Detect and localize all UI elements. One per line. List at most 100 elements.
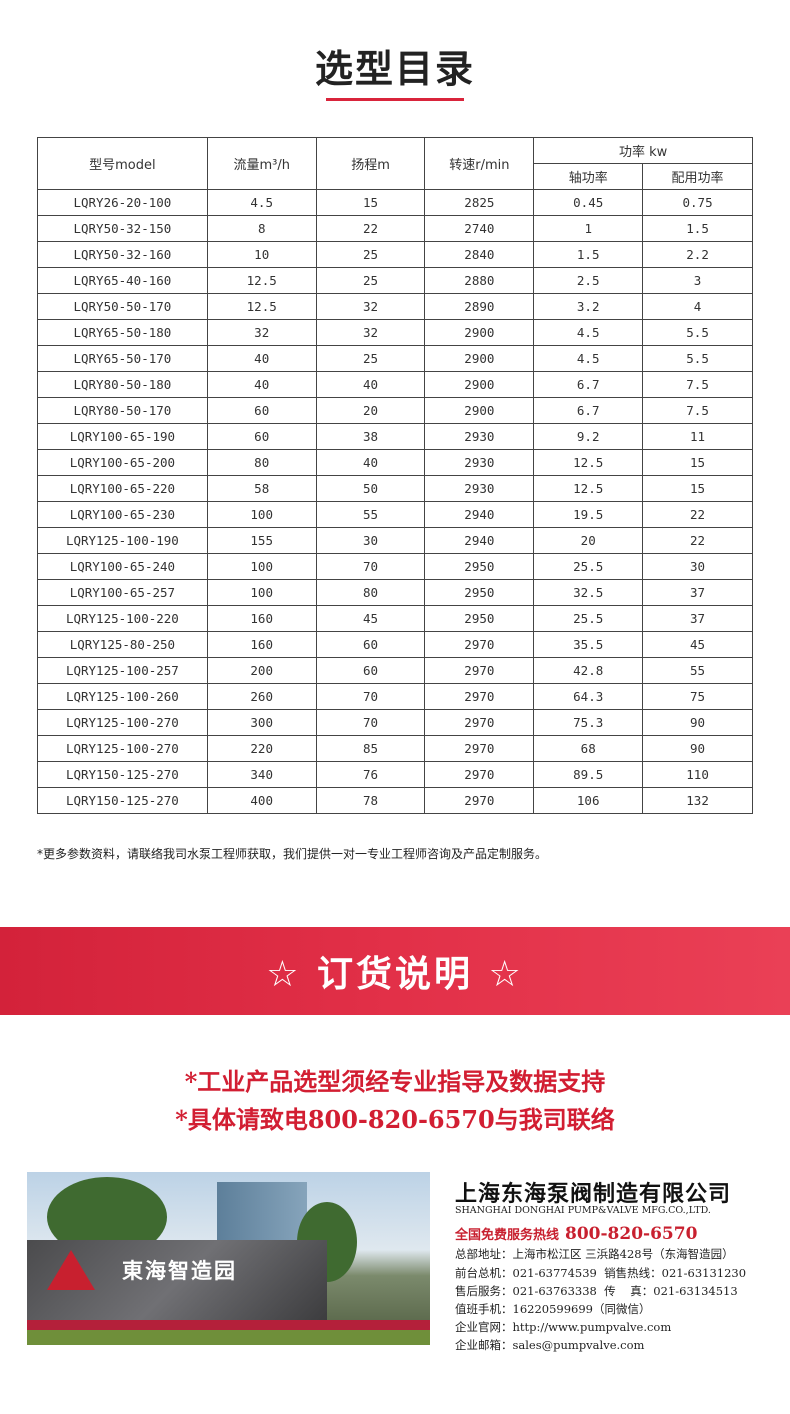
cell-shaft-power: 19.5 (533, 501, 644, 528)
cell-flow: 220 (206, 735, 317, 762)
contact-service-fax: 售后服务：021-63763338 传 真：021-63134513 (455, 1284, 738, 1298)
cell-flow: 100 (206, 501, 317, 528)
table-row: LQRY125-100-220 160 45 2950 25.5 37 (37, 605, 753, 632)
cell-motor-power: 1.5 (642, 215, 753, 242)
cell-speed: 2930 (424, 475, 535, 502)
cell-flow: 260 (206, 683, 317, 710)
cell-model: LQRY125-80-250 (37, 631, 208, 658)
cell-shaft-power: 32.5 (533, 579, 644, 606)
cell-motor-power: 0.75 (642, 189, 753, 216)
cell-speed: 2950 (424, 553, 535, 580)
cell-head: 45 (315, 605, 426, 632)
cell-model: LQRY65-50-180 (37, 319, 208, 346)
cell-head: 60 (315, 631, 426, 658)
cell-flow: 100 (206, 579, 317, 606)
cell-head: 40 (315, 449, 426, 476)
cell-model: LQRY26-20-100 (37, 189, 208, 216)
cell-shaft-power: 4.5 (533, 319, 644, 346)
company-name-en: SHANGHAI DONGHAI PUMP&VALVE MFG.CO.,LTD. (455, 1205, 711, 1216)
contact-phones: 前台总机：021-63774539 销售热线：021-63131230 (455, 1266, 747, 1280)
cell-head: 25 (315, 345, 426, 372)
cell-speed: 2740 (424, 215, 535, 242)
cell-model: LQRY100-65-220 (37, 475, 208, 502)
cell-speed: 2900 (424, 319, 535, 346)
cell-model: LQRY50-50-170 (37, 293, 208, 320)
cell-flow: 300 (206, 709, 317, 736)
table-row: LQRY100-65-220 58 50 2930 12.5 15 (37, 475, 753, 502)
cell-motor-power: 45 (642, 631, 753, 658)
cell-model: LQRY50-32-150 (37, 215, 208, 242)
table-row: LQRY100-65-257 100 80 2950 32.5 37 (37, 579, 753, 606)
cell-head: 38 (315, 423, 426, 450)
cell-flow: 4.5 (206, 189, 317, 216)
cell-head: 78 (315, 787, 426, 814)
cell-speed: 2930 (424, 423, 535, 450)
cell-speed: 2940 (424, 527, 535, 554)
cell-model: LQRY125-100-270 (37, 709, 208, 736)
cell-motor-power: 22 (642, 527, 753, 554)
cell-speed: 2970 (424, 631, 535, 658)
park-sign-text: 東海智造园 (122, 1259, 237, 1283)
cell-head: 70 (315, 709, 426, 736)
cell-head: 32 (315, 293, 426, 320)
cell-model: LQRY100-65-190 (37, 423, 208, 450)
cell-flow: 340 (206, 761, 317, 788)
hotline-label: 全国免费服务热线 (455, 1228, 560, 1243)
cell-motor-power: 55 (642, 657, 753, 684)
cell-flow: 8 (206, 215, 317, 242)
table-row: LQRY65-40-160 12.5 25 2880 2.5 3 (37, 267, 753, 294)
table-row: LQRY100-65-240 100 70 2950 25.5 30 (37, 553, 753, 580)
cell-motor-power: 22 (642, 501, 753, 528)
cell-flow: 400 (206, 787, 317, 814)
cell-motor-power: 90 (642, 735, 753, 762)
table-row: LQRY80-50-170 60 20 2900 6.7 7.5 (37, 397, 753, 424)
header-flow: 流量m³/h (206, 137, 317, 190)
order-notice-banner: ☆ 订货说明 ☆ (0, 927, 790, 1015)
cell-head: 70 (315, 683, 426, 710)
cell-shaft-power: 2.5 (533, 267, 644, 294)
table-row: LQRY150-125-270 340 76 2970 89.5 110 (37, 761, 753, 788)
cell-shaft-power: 12.5 (533, 449, 644, 476)
hotline: 全国免费服务热线 800-820-6570 (455, 1224, 697, 1244)
table-row: LQRY50-32-150 8 22 2740 1 1.5 (37, 215, 753, 242)
header-head: 扬程m (315, 137, 426, 190)
footnote: *更多参数资料，请联络我司水泵工程师获取，我们提供一对一专业工程师咨询及产品定制… (37, 847, 548, 861)
cell-speed: 2825 (424, 189, 535, 216)
contact-address: 总部地址：上海市松江区 三浜路428号（东海智造园） (455, 1247, 734, 1261)
cell-flow: 60 (206, 397, 317, 424)
cell-speed: 2900 (424, 345, 535, 372)
cell-flow: 80 (206, 449, 317, 476)
cell-speed: 2840 (424, 241, 535, 268)
selection-table: 型号model 流量m³/h 扬程m 转速r/min 功率 kw 轴功率 配用功… (37, 137, 753, 814)
cell-speed: 2900 (424, 371, 535, 398)
cell-shaft-power: 35.5 (533, 631, 644, 658)
cell-motor-power: 110 (642, 761, 753, 788)
cell-motor-power: 7.5 (642, 397, 753, 424)
table-row: LQRY125-100-260 260 70 2970 64.3 75 (37, 683, 753, 710)
cell-motor-power: 90 (642, 709, 753, 736)
table-row: LQRY100-65-200 80 40 2930 12.5 15 (37, 449, 753, 476)
cell-shaft-power: 20 (533, 527, 644, 554)
company-name: 上海东海泵阀制造有限公司 (455, 1182, 732, 1207)
cell-model: LQRY125-100-270 (37, 735, 208, 762)
cell-flow: 40 (206, 371, 317, 398)
cell-speed: 2880 (424, 267, 535, 294)
cell-model: LQRY50-32-160 (37, 241, 208, 268)
cell-shaft-power: 64.3 (533, 683, 644, 710)
cell-motor-power: 7.5 (642, 371, 753, 398)
table-row: LQRY65-50-170 40 25 2900 4.5 5.5 (37, 345, 753, 372)
cell-speed: 2970 (424, 761, 535, 788)
company-park-photo: 東海智造园 (27, 1172, 430, 1345)
table-row: LQRY125-100-190 155 30 2940 20 22 (37, 527, 753, 554)
cell-flow: 40 (206, 345, 317, 372)
cell-model: LQRY100-65-240 (37, 553, 208, 580)
contact-website[interactable]: 企业官网：http://www.pumpvalve.com (455, 1320, 672, 1334)
cell-shaft-power: 25.5 (533, 553, 644, 580)
cell-motor-power: 37 (642, 579, 753, 606)
cell-head: 55 (315, 501, 426, 528)
table-row: LQRY125-80-250 160 60 2970 35.5 45 (37, 631, 753, 658)
contact-email[interactable]: 企业邮箱：sales@pumpvalve.com (455, 1338, 645, 1352)
cell-motor-power: 75 (642, 683, 753, 710)
cell-motor-power: 30 (642, 553, 753, 580)
cell-model: LQRY100-65-257 (37, 579, 208, 606)
